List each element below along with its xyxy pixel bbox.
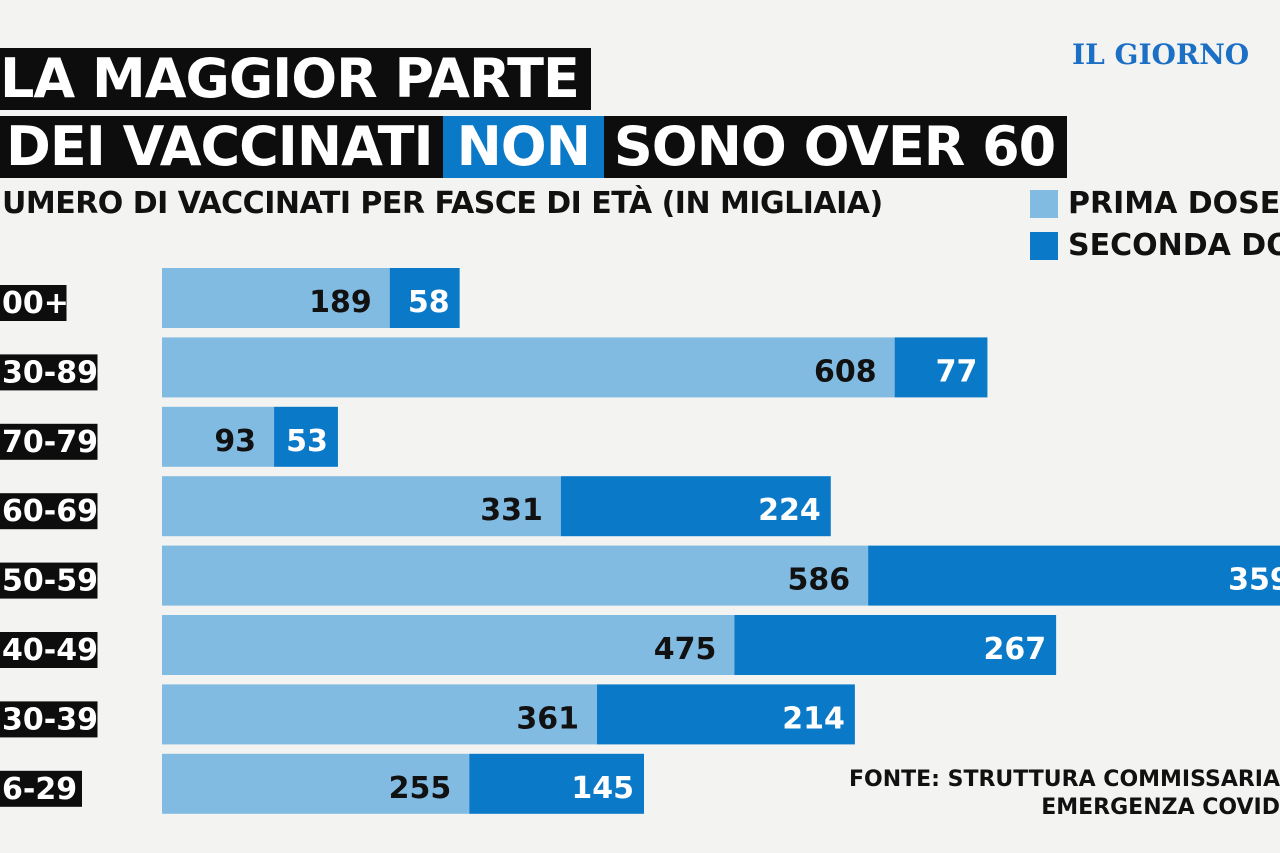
category-label: 30-89 [2, 355, 98, 390]
value-label-second-dose: 58 [408, 285, 450, 320]
value-label-first-dose: 331 [480, 493, 543, 528]
source-line-2: EMERGENZA COVID [1041, 795, 1280, 820]
title-line-2: DEI VACCINATI NON SONO OVER 60 [0, 115, 1068, 178]
bar-second-dose [469, 753, 644, 814]
bar-second-dose [389, 268, 460, 328]
value-label-first-dose: 608 [814, 354, 877, 389]
source-line-1: FONTE: STRUTTURA COMMISSARIA [849, 767, 1280, 792]
bar-first-dose [162, 545, 869, 606]
value-label-second-dose: 77 [936, 354, 978, 389]
category-label: 50-59 [2, 564, 98, 599]
bar-second-dose [734, 615, 1057, 675]
title-highlight-non: NON [442, 116, 604, 178]
value-label-first-dose: 255 [389, 771, 452, 806]
category-label: 00+ [2, 286, 69, 321]
category-label: 60-69 [2, 494, 98, 529]
legend-label-second-dose: SECONDA DO [1068, 228, 1280, 263]
legend-swatch-first-dose [1030, 190, 1058, 218]
category-label-box [0, 493, 98, 530]
title-text-1: LA MAGGIOR PARTE [0, 47, 580, 110]
bar-first-dose [162, 476, 561, 537]
category-label: 40-49 [2, 633, 98, 668]
bar-second-dose [274, 406, 338, 467]
category-label-box [0, 632, 98, 668]
value-label-second-dose: 53 [286, 424, 328, 459]
source-note: FONTE: STRUTTURA COMMISSARIA EMERGENZA C… [849, 766, 1280, 822]
category-label: 70-79 [2, 425, 98, 460]
value-label-first-dose: 475 [654, 632, 717, 667]
title-text-2-post: SONO OVER 60 [613, 115, 1056, 178]
category-label-box [0, 423, 98, 460]
category-label-box [0, 562, 98, 599]
value-label-first-dose: 586 [788, 563, 851, 598]
bar-first-dose [162, 268, 390, 328]
category-label-box [0, 770, 82, 807]
value-label-second-dose: 359 [1228, 563, 1280, 598]
value-label-first-dose: 361 [516, 701, 579, 736]
bar-first-dose [162, 615, 735, 675]
brand-logo: IL GIORNO [1072, 38, 1250, 71]
title-line-1: LA MAGGIOR PARTE [0, 48, 591, 110]
legend-swatch-second-dose [1030, 232, 1058, 260]
legend-label-first-dose: PRIMA DOSE [1068, 186, 1280, 221]
bar-first-dose [162, 684, 598, 745]
bar-first-dose [162, 337, 895, 398]
bar-second-dose [894, 337, 988, 398]
value-label-second-dose: 267 [983, 632, 1046, 667]
bar-first-dose [162, 753, 470, 814]
value-label-second-dose: 214 [782, 701, 845, 736]
category-label-box [0, 285, 67, 321]
category-label: 6-29 [2, 772, 77, 807]
category-label-box [0, 354, 98, 391]
bar-second-dose [597, 684, 855, 745]
value-label-first-dose: 189 [309, 285, 372, 320]
bar-second-dose [868, 545, 1280, 606]
title-text-2-pre: DEI VACCINATI [6, 115, 434, 178]
category-label: 30-39 [2, 702, 98, 737]
value-label-second-dose: 145 [571, 771, 634, 806]
bar-first-dose [162, 406, 275, 467]
bar-second-dose [560, 476, 831, 537]
value-label-first-dose: 93 [214, 424, 256, 459]
value-label-second-dose: 224 [758, 493, 821, 528]
chart-subtitle: UMERO DI VACCINATI PER FASCE DI ETÀ (IN … [2, 186, 883, 221]
category-label-box [0, 701, 98, 738]
